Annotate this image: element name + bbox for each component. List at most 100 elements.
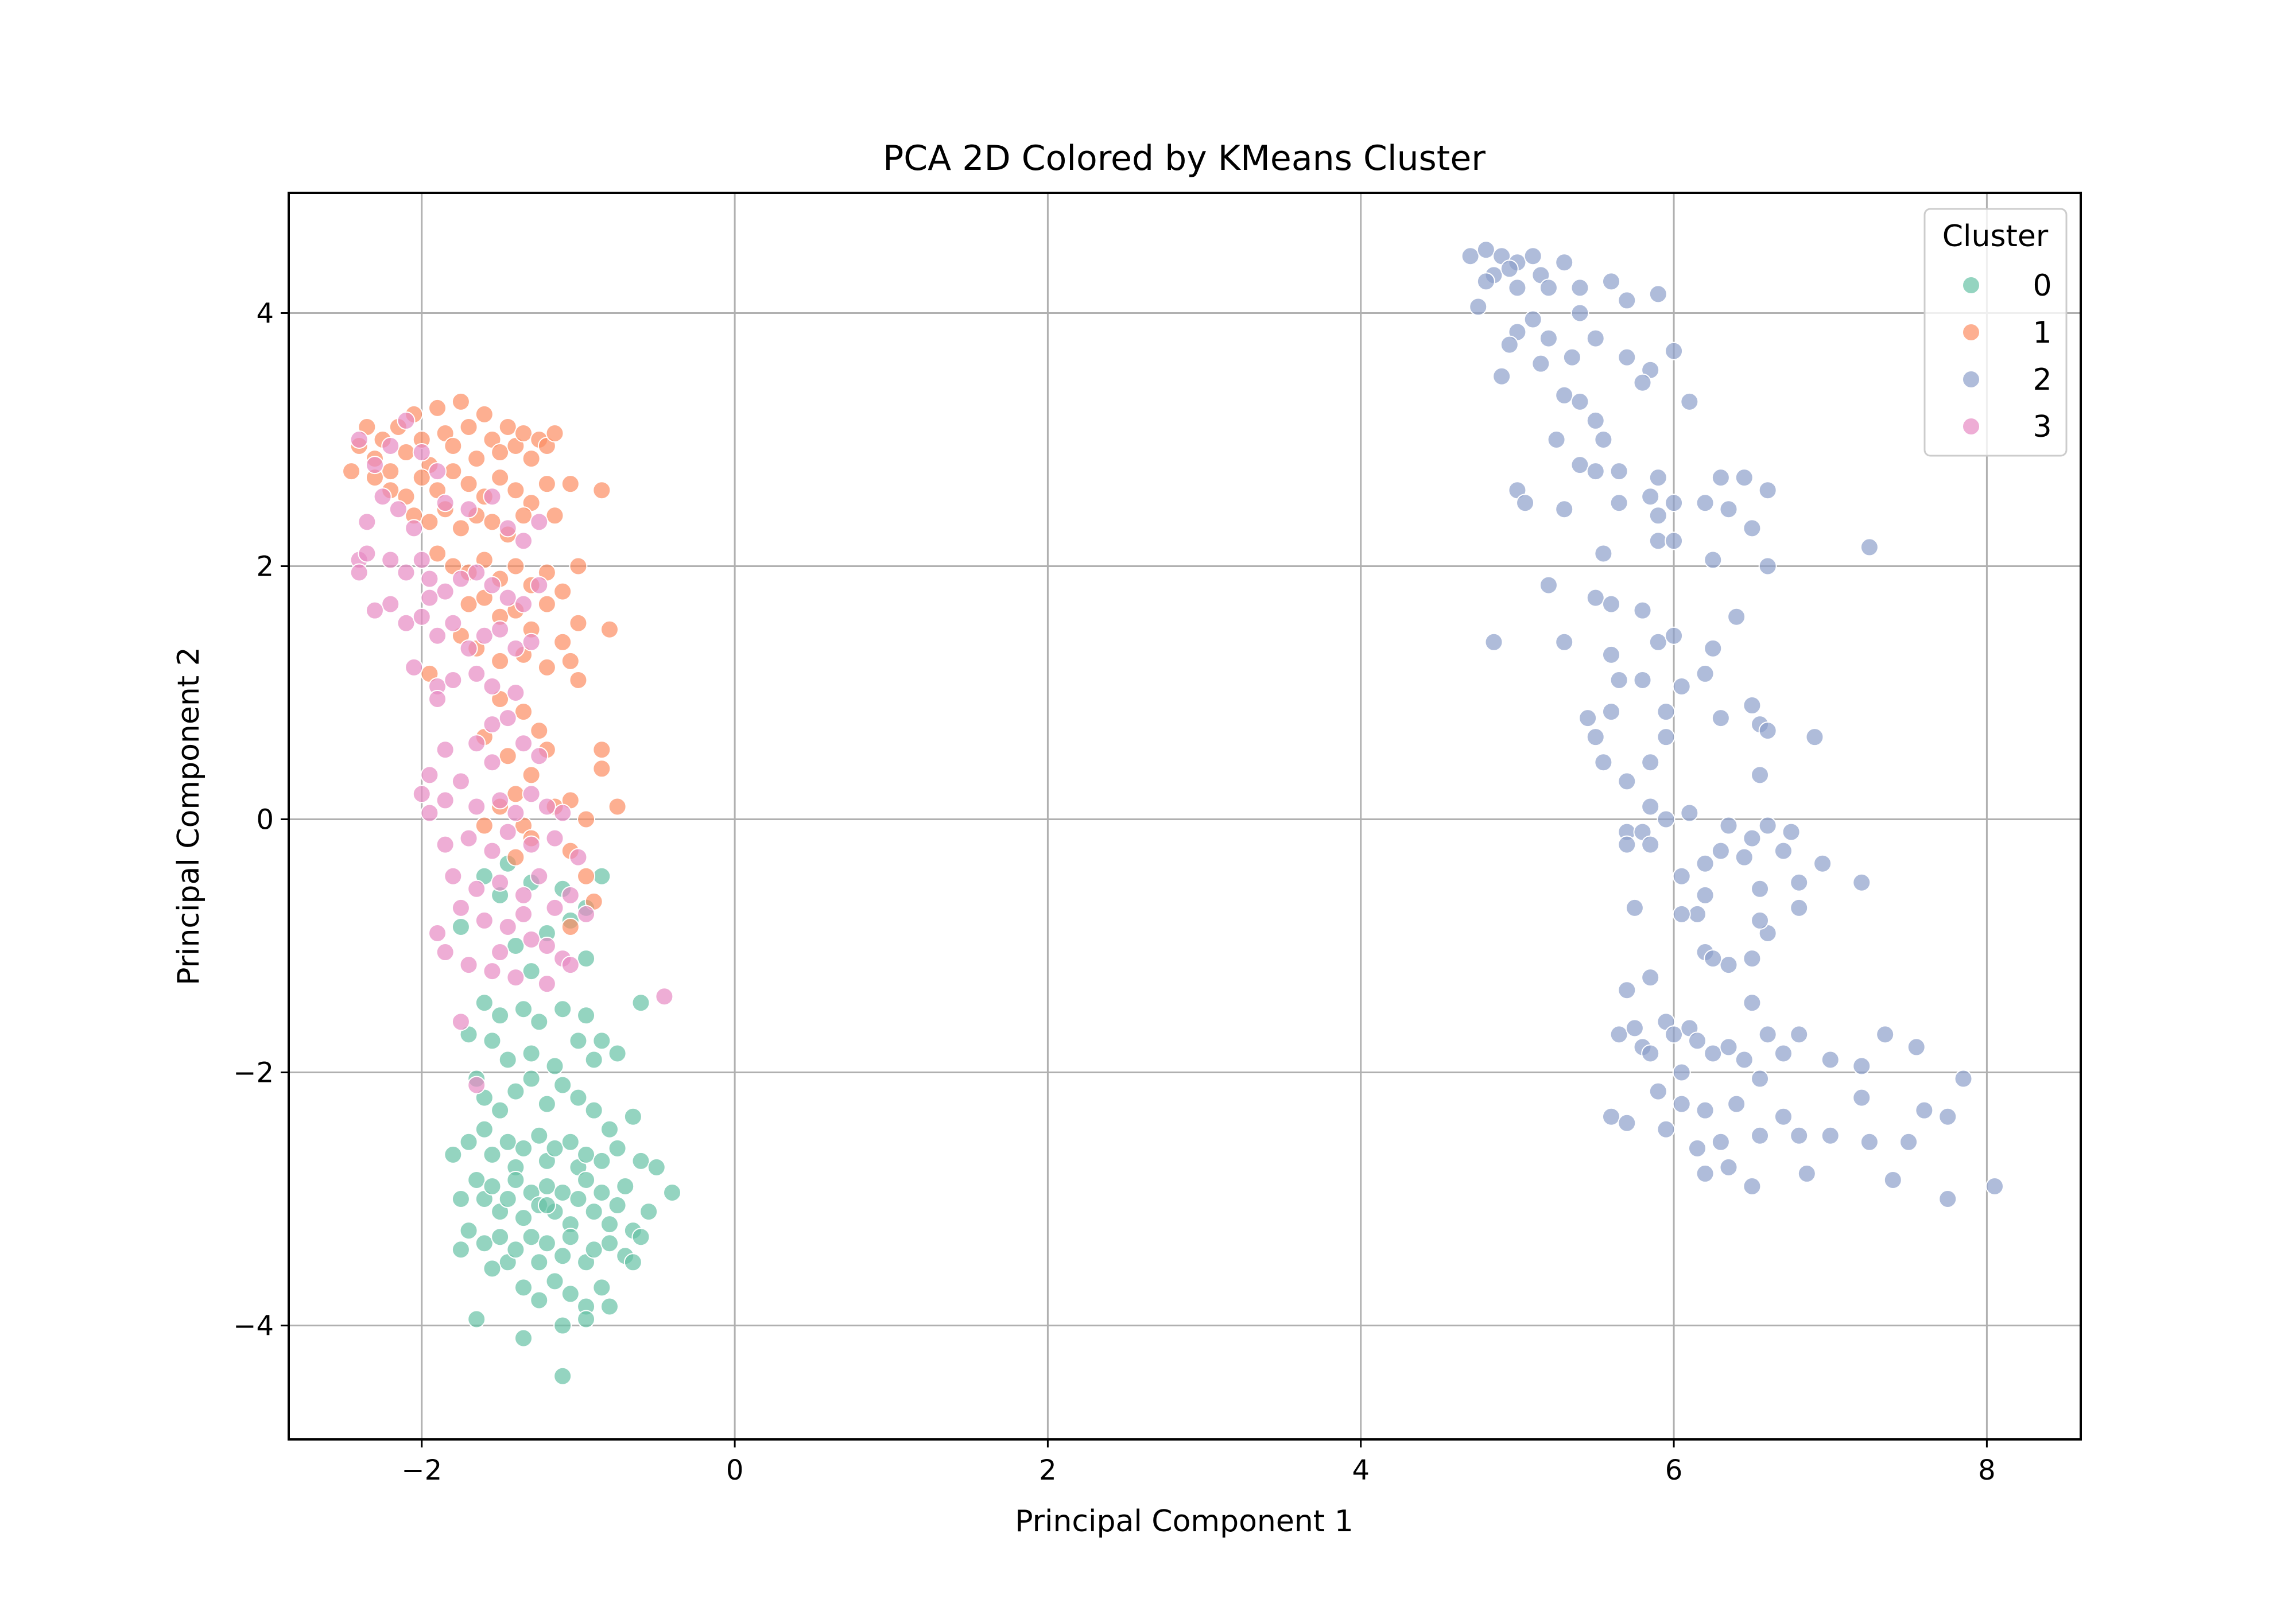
point-cluster-2: [1609, 494, 1628, 513]
point-cluster-2: [1665, 1025, 1684, 1044]
point-cluster-0: [451, 917, 470, 936]
point-cluster-3: [483, 715, 502, 734]
point-cluster-1: [569, 670, 588, 689]
point-cluster-0: [600, 1297, 619, 1316]
point-cluster-0: [584, 1202, 603, 1221]
point-cluster-2: [1657, 810, 1676, 829]
point-cluster-0: [491, 1006, 510, 1025]
point-cluster-2: [1570, 392, 1589, 411]
point-cluster-0: [459, 1132, 478, 1151]
point-cluster-2: [1665, 494, 1684, 513]
point-cluster-1: [451, 519, 470, 538]
point-cluster-0: [584, 1240, 603, 1259]
point-cluster-1: [592, 740, 611, 759]
point-cluster-0: [577, 949, 596, 968]
point-cluster-2: [1618, 291, 1636, 310]
point-cluster-2: [1774, 841, 1793, 860]
point-cluster-0: [631, 993, 650, 1012]
chart-title: PCA 2D Colored by KMeans Cluster: [883, 138, 1486, 178]
point-cluster-2: [1758, 481, 1777, 500]
point-cluster-2: [1618, 981, 1636, 1000]
point-cluster-0: [545, 1057, 564, 1076]
point-cluster-1: [506, 481, 525, 500]
point-cluster-2: [1805, 728, 1824, 747]
point-cluster-3: [514, 886, 533, 905]
point-cluster-2: [1711, 709, 1730, 728]
point-cluster-3: [444, 670, 463, 689]
point-cluster-0: [522, 1069, 541, 1088]
point-cluster-2: [1860, 538, 1879, 557]
point-cluster-3: [451, 898, 470, 917]
point-cluster-3: [459, 500, 478, 519]
point-cluster-2: [1790, 898, 1809, 917]
point-cluster-2: [1672, 867, 1691, 886]
point-cluster-3: [467, 734, 486, 753]
point-cluster-0: [553, 1316, 572, 1335]
point-cluster-3: [537, 937, 556, 956]
x-tick-label: 0: [726, 1454, 744, 1486]
point-cluster-2: [1821, 1126, 1840, 1145]
point-cluster-3: [561, 956, 580, 975]
point-cluster-2: [1672, 1063, 1691, 1082]
point-cluster-2: [1484, 632, 1503, 651]
point-cluster-2: [1821, 1050, 1840, 1069]
point-cluster-1: [428, 398, 447, 417]
point-cluster-2: [1704, 550, 1723, 569]
y-tick-label: −4: [233, 1310, 274, 1342]
point-cluster-3: [436, 943, 455, 962]
point-cluster-2: [1907, 1038, 1926, 1057]
point-cluster-1: [522, 449, 541, 468]
legend-marker-0: [1962, 276, 1980, 294]
point-cluster-3: [475, 911, 494, 930]
point-cluster-2: [1954, 1069, 1973, 1088]
point-cluster-1: [483, 513, 502, 531]
point-cluster-2: [1633, 670, 1652, 689]
point-cluster-0: [451, 1190, 470, 1209]
point-cluster-3: [397, 614, 416, 632]
point-cluster-3: [530, 513, 549, 531]
point-cluster-2: [1790, 1126, 1809, 1145]
legend-label-0: 0: [2033, 269, 2051, 303]
point-cluster-3: [537, 797, 556, 816]
point-cluster-2: [1523, 310, 1542, 329]
point-cluster-2: [1594, 544, 1613, 563]
point-cluster-3: [545, 898, 564, 917]
point-cluster-3: [451, 1012, 470, 1031]
point-cluster-3: [530, 867, 549, 886]
y-tick-label: −2: [233, 1057, 274, 1089]
point-cluster-2: [1711, 1132, 1730, 1151]
point-cluster-0: [561, 1284, 580, 1303]
point-cluster-2: [1570, 278, 1589, 297]
point-cluster-2: [1665, 341, 1684, 360]
point-cluster-0: [514, 1139, 533, 1158]
point-cluster-3: [358, 513, 377, 531]
point-cluster-2: [1696, 854, 1715, 873]
point-cluster-2: [1985, 1177, 2004, 1195]
point-cluster-2: [1680, 804, 1699, 822]
point-cluster-3: [436, 791, 455, 810]
y-tick-label: 2: [256, 550, 274, 583]
point-cluster-2: [1704, 1044, 1723, 1063]
point-cluster-2: [1743, 993, 1762, 1012]
point-cluster-1: [459, 417, 478, 436]
point-cluster-3: [522, 785, 541, 804]
point-cluster-3: [506, 639, 525, 658]
x-tick-label: 4: [1352, 1454, 1370, 1486]
point-cluster-2: [1618, 772, 1636, 791]
point-cluster-2: [1500, 259, 1519, 278]
point-cluster-1: [459, 595, 478, 614]
point-cluster-3: [655, 987, 674, 1006]
point-cluster-0: [530, 1291, 549, 1310]
point-cluster-3: [365, 601, 384, 620]
point-cluster-2: [1586, 462, 1605, 481]
point-cluster-2: [1727, 1094, 1746, 1113]
point-cluster-1: [592, 481, 611, 500]
point-cluster-2: [1735, 468, 1754, 487]
point-cluster-0: [483, 1177, 502, 1195]
point-cluster-3: [483, 962, 502, 981]
point-cluster-2: [1555, 500, 1574, 519]
point-cluster-2: [1602, 272, 1621, 291]
point-cluster-1: [514, 506, 533, 525]
point-cluster-2: [1633, 601, 1652, 620]
legend: Cluster 0 1 2 3: [1923, 208, 2068, 457]
